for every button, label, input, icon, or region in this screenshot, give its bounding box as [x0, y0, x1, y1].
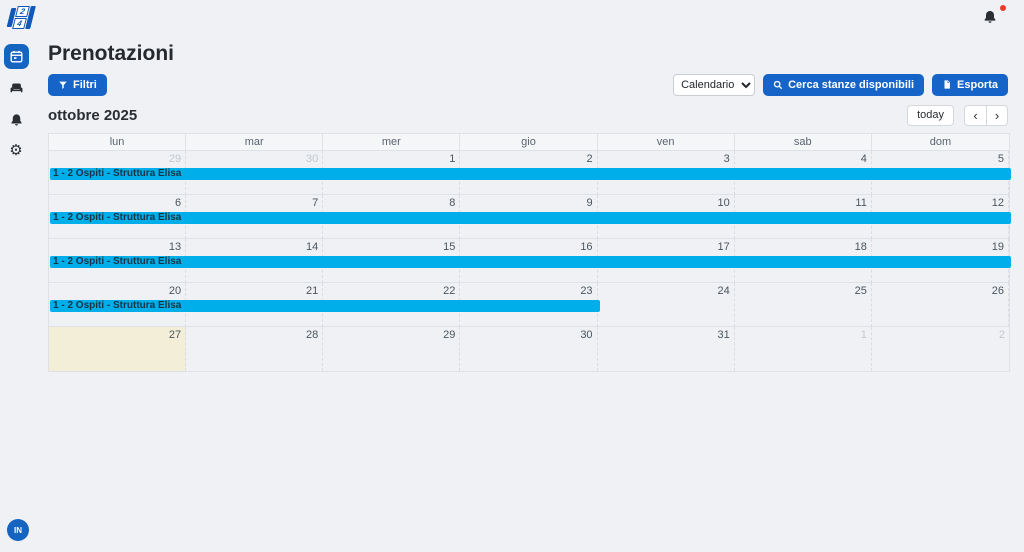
calendar-grid: lun mar mer gio ven sab dom 29 30 1 2 3 4 5 1 - 2 Osp… — [48, 133, 1011, 372]
event-bar[interactable]: 1 - 2 Ospiti - Struttura Elisa — [50, 300, 600, 312]
calendar-week-row: 27 28 29 30 31 1 2 — [49, 327, 1009, 371]
topbar-notifications-button[interactable] — [982, 9, 998, 25]
bell-icon — [11, 114, 22, 126]
day-number: 22 — [443, 285, 456, 297]
search-icon — [773, 80, 783, 89]
export-button-label: Esporta — [957, 78, 998, 91]
day-number: 2 — [586, 153, 593, 165]
day-number: 2 — [998, 329, 1005, 341]
filters-button[interactable]: Filtri — [48, 73, 107, 96]
day-number: 20 — [168, 285, 182, 297]
calendar-day-cell[interactable]: 26 — [871, 283, 1009, 327]
app-logo[interactable]: 2 4 — [6, 6, 36, 29]
user-avatar[interactable]: IN — [7, 519, 29, 541]
filters-button-label: Filtri — [73, 78, 97, 91]
day-number: 12 — [991, 197, 1004, 209]
sofa-icon — [10, 83, 23, 93]
sidebar-item-notifications[interactable] — [9, 112, 24, 128]
sidebar-item-rooms[interactable] — [8, 81, 25, 96]
day-number: 30 — [306, 153, 319, 165]
day-number: 25 — [854, 285, 867, 297]
day-number: 5 — [997, 153, 1004, 165]
day-number: 14 — [306, 241, 319, 253]
logo-h24-icon: 2 4 — [6, 6, 36, 29]
page-title: Prenotazioni — [48, 42, 175, 65]
day-number: 16 — [580, 241, 593, 253]
event-bar[interactable]: 1 - 2 Ospiti - Struttura Elisa — [50, 256, 1011, 268]
calendar-day-cell[interactable]: 28 — [186, 327, 324, 371]
day-number: 29 — [443, 329, 456, 341]
month-toolbar: ottobre 2025 today ‹ › — [48, 103, 1008, 127]
day-number: 18 — [854, 241, 867, 253]
day-number: 13 — [168, 241, 182, 253]
calendar-body: 29 30 1 2 3 4 5 1 - 2 Ospiti - Struttura Elisa 6… — [49, 151, 1011, 371]
day-number: 15 — [443, 241, 456, 253]
view-mode-select[interactable]: Calendario — [673, 73, 756, 96]
calendar-day-cell[interactable]: 1 — [735, 327, 872, 371]
calendar-day-cell[interactable]: 24 — [597, 283, 735, 327]
calendar-day-cell[interactable]: 25 — [734, 283, 872, 327]
day-number: 10 — [717, 197, 730, 209]
search-rooms-button[interactable]: Cerca stanze disponibili — [763, 73, 925, 96]
calendar-week-row: 29 30 1 2 3 4 5 1 - 2 Ospiti - Struttura Elisa — [49, 151, 1011, 195]
bell-icon — [984, 11, 996, 23]
day-header-dom: dom — [871, 134, 1009, 151]
export-button[interactable]: Esporta — [932, 73, 1008, 96]
avatar-initials: IN — [14, 525, 22, 535]
day-number: 7 — [312, 197, 319, 209]
day-number: 17 — [717, 241, 730, 253]
controls-row: Filtri Calendario Cerca stanze disponibi… — [48, 73, 1008, 96]
day-number: 19 — [991, 241, 1004, 253]
event-bar[interactable]: 1 - 2 Ospiti - Struttura Elisa — [50, 212, 1011, 224]
day-number: 11 — [855, 197, 867, 209]
day-number: 27 — [168, 329, 182, 341]
calendar-week-row: 6 7 8 9 10 11 12 1 - 2 Ospiti - Struttura Elisa — [49, 195, 1011, 239]
month-title: ottobre 2025 — [48, 106, 138, 124]
day-number: 30 — [580, 329, 593, 341]
calendar-week-row: 13 14 15 16 17 18 19 1 - 2 Ospiti - Struttura E… — [49, 239, 1011, 283]
sidebar-item-settings[interactable]: ⚙ — [8, 142, 24, 158]
calendar-day-cell[interactable]: 31 — [598, 327, 735, 371]
day-number: 29 — [168, 153, 182, 165]
day-number: 6 — [175, 197, 182, 209]
export-file-icon — [944, 80, 950, 89]
day-header-mar: mar — [186, 134, 324, 151]
sidebar-item-bookings[interactable] — [4, 44, 29, 69]
day-number: 8 — [449, 197, 456, 209]
event-bar[interactable]: 1 - 2 Ospiti - Struttura Elisa — [50, 168, 1011, 180]
day-number: 31 — [717, 329, 730, 341]
calendar-day-cell[interactable]: 29 — [323, 327, 461, 371]
day-header-gio: gio — [460, 134, 598, 151]
today-button[interactable]: today — [907, 104, 954, 126]
calendar-day-cell[interactable]: 30 — [460, 327, 598, 371]
notification-dot — [1000, 5, 1006, 11]
day-number: 23 — [580, 285, 593, 297]
day-number: 21 — [306, 285, 319, 297]
day-header-ven: ven — [597, 134, 735, 151]
day-header-lun: lun — [49, 134, 187, 151]
calendar-week-row: 20 21 22 23 24 25 26 1 - 2 Ospiti - Struttura E… — [49, 283, 1009, 327]
calendar-day-cell[interactable]: 2 — [872, 327, 1009, 371]
next-month-button[interactable]: › — [986, 105, 1007, 125]
calendar-day-header-row: lun mar mer gio ven sab dom — [49, 134, 1009, 151]
day-number: 26 — [991, 285, 1004, 297]
day-number: 1 — [860, 329, 867, 341]
filter-funnel-icon — [59, 81, 67, 89]
calendar-icon — [10, 50, 23, 63]
day-header-mer: mer — [323, 134, 461, 151]
month-nav-group: ‹ › — [964, 104, 1008, 126]
day-header-sab: sab — [734, 134, 872, 151]
day-number: 24 — [717, 285, 730, 297]
prev-month-button[interactable]: ‹ — [965, 106, 986, 125]
calendar-day-cell[interactable]: 27 — [49, 327, 187, 371]
search-rooms-label: Cerca stanze disponibili — [788, 78, 915, 91]
day-number: 28 — [306, 329, 319, 341]
day-number: 4 — [860, 153, 867, 165]
day-number: 1 — [449, 153, 456, 165]
day-number: 9 — [586, 197, 593, 209]
day-number: 3 — [723, 153, 730, 165]
gear-icon: ⚙ — [9, 141, 23, 159]
